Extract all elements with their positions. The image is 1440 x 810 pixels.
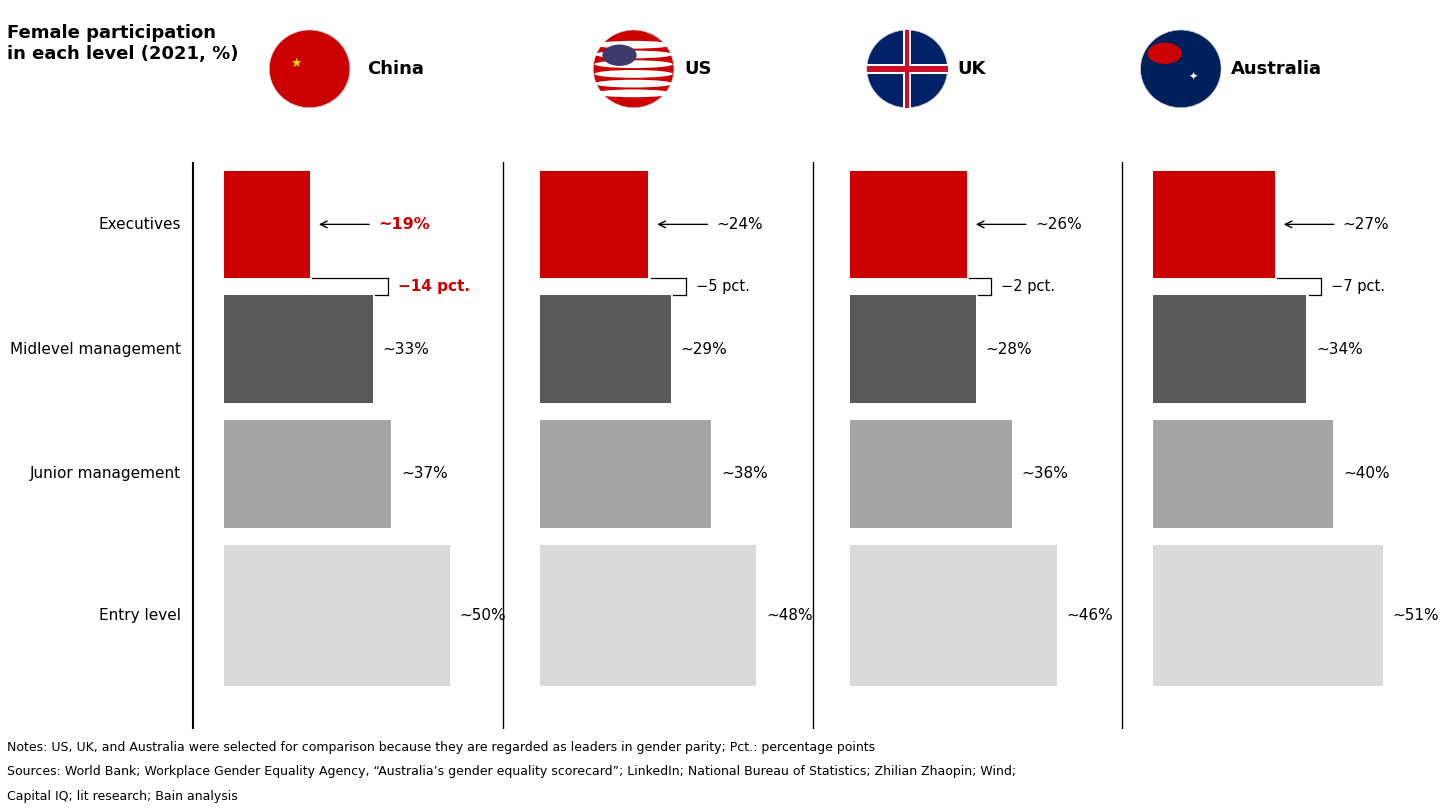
Text: −7 pct.: −7 pct. bbox=[1331, 279, 1385, 294]
Text: Notes: US, UK, and Australia were selected for comparison because they are regar: Notes: US, UK, and Australia were select… bbox=[7, 741, 876, 754]
Bar bbox=[850, 296, 976, 403]
Text: ~34%: ~34% bbox=[1316, 342, 1362, 356]
Text: −14 pct.: −14 pct. bbox=[397, 279, 469, 294]
Text: ~33%: ~33% bbox=[383, 342, 429, 356]
Text: Entry level: Entry level bbox=[99, 608, 181, 623]
Text: ~40%: ~40% bbox=[1344, 467, 1390, 481]
Text: −2 pct.: −2 pct. bbox=[1001, 279, 1054, 294]
Bar bbox=[1153, 296, 1306, 403]
Text: ~37%: ~37% bbox=[400, 467, 448, 481]
Text: ~50%: ~50% bbox=[459, 608, 505, 623]
Text: UK: UK bbox=[958, 60, 986, 78]
Bar bbox=[540, 545, 756, 687]
Text: China: China bbox=[367, 60, 423, 78]
Text: ~29%: ~29% bbox=[681, 342, 727, 356]
Text: ★: ★ bbox=[289, 57, 301, 70]
Bar bbox=[1153, 420, 1333, 528]
Text: US: US bbox=[684, 60, 711, 78]
Bar bbox=[850, 545, 1057, 687]
Text: ~48%: ~48% bbox=[766, 608, 812, 623]
Bar bbox=[225, 171, 310, 279]
Text: ~36%: ~36% bbox=[1022, 467, 1068, 481]
Text: Junior management: Junior management bbox=[30, 467, 181, 481]
Text: Capital IQ; lit research; Bain analysis: Capital IQ; lit research; Bain analysis bbox=[7, 790, 238, 803]
Text: ~38%: ~38% bbox=[721, 467, 768, 481]
Bar bbox=[540, 420, 711, 528]
Bar bbox=[540, 296, 671, 403]
Text: ~19%: ~19% bbox=[379, 217, 429, 232]
Text: ~27%: ~27% bbox=[1344, 217, 1390, 232]
Bar bbox=[225, 420, 392, 528]
Text: Executives: Executives bbox=[98, 217, 181, 232]
Text: Sources: World Bank; Workplace Gender Equality Agency, “Australia’s gender equal: Sources: World Bank; Workplace Gender Eq… bbox=[7, 765, 1017, 778]
Text: ✦: ✦ bbox=[1188, 71, 1198, 82]
Text: ~28%: ~28% bbox=[986, 342, 1032, 356]
Text: Female participation
in each level (2021, %): Female participation in each level (2021… bbox=[7, 24, 239, 63]
Bar bbox=[540, 171, 648, 279]
Text: ~46%: ~46% bbox=[1067, 608, 1113, 623]
Bar bbox=[1153, 171, 1274, 279]
Bar bbox=[1153, 545, 1382, 687]
Bar bbox=[850, 171, 966, 279]
Bar bbox=[225, 545, 449, 687]
Text: Australia: Australia bbox=[1231, 60, 1322, 78]
Bar bbox=[225, 296, 373, 403]
Bar bbox=[850, 420, 1012, 528]
Text: Midlevel management: Midlevel management bbox=[10, 342, 181, 356]
Text: ~26%: ~26% bbox=[1035, 217, 1081, 232]
Text: −5 pct.: −5 pct. bbox=[696, 279, 749, 294]
Text: ~24%: ~24% bbox=[716, 217, 763, 232]
Text: ~51%: ~51% bbox=[1392, 608, 1440, 623]
